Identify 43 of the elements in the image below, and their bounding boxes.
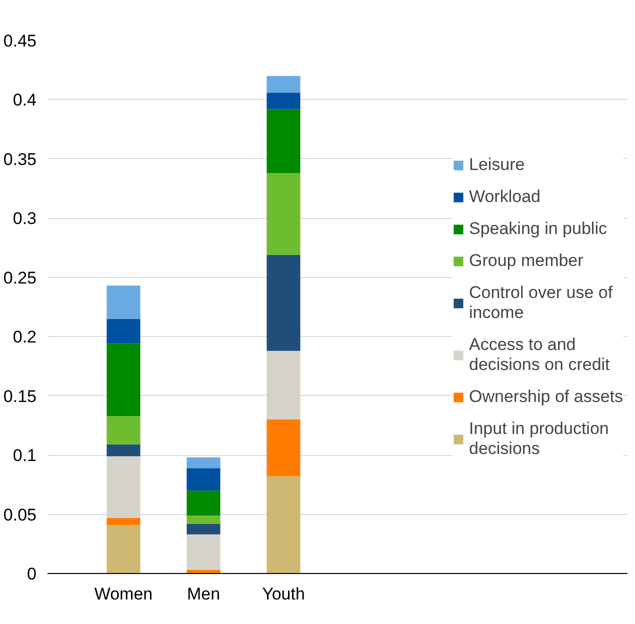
x-tick-label: Youth — [262, 584, 305, 604]
bar — [186, 490, 220, 516]
legend-label: Leisure — [468, 154, 525, 174]
bar — [266, 420, 300, 476]
bar — [266, 76, 300, 93]
bar — [106, 444, 140, 456]
y-tick-label: 0 — [27, 564, 37, 584]
x-tick-label: Women — [94, 584, 153, 604]
bar — [106, 456, 140, 518]
y-tick-label: 0.25 — [3, 268, 37, 288]
legend-label: Input in production decisions — [468, 418, 609, 458]
bar — [186, 515, 220, 524]
y-tick-label: 0.2 — [12, 328, 37, 347]
bar — [266, 254, 300, 351]
legend-label: Workload — [468, 186, 540, 206]
bar — [106, 286, 140, 319]
y-tick-label: 0.45 — [3, 32, 37, 50]
legend-label: Speaking in public — [468, 218, 607, 238]
legend-label: Control over use of income — [468, 282, 613, 322]
y-tick-label: 0.4 — [12, 90, 37, 110]
legend-label: Access to and decisions on credit — [468, 334, 610, 374]
bar — [186, 468, 220, 491]
bar — [106, 524, 140, 574]
legend-label: Group member — [468, 250, 584, 270]
bar — [106, 318, 140, 344]
bar — [106, 344, 140, 416]
bar — [186, 457, 220, 468]
y-tick-label: 0.05 — [3, 505, 37, 524]
y-tick-label: 0.15 — [3, 386, 37, 406]
bar — [186, 524, 220, 534]
bar — [106, 416, 140, 444]
y-tick-label: 0.1 — [12, 446, 37, 466]
bar — [266, 109, 300, 174]
bar — [266, 173, 300, 255]
bar — [106, 518, 140, 525]
y-tick-label: 0.3 — [12, 209, 37, 228]
bar — [266, 476, 300, 574]
bar — [186, 534, 220, 570]
y-tick-label: 0.35 — [3, 150, 37, 169]
bar — [266, 350, 300, 420]
bar — [266, 92, 300, 110]
legend-label: Ownership of assets — [468, 386, 623, 406]
x-tick-label: Men — [186, 584, 220, 604]
